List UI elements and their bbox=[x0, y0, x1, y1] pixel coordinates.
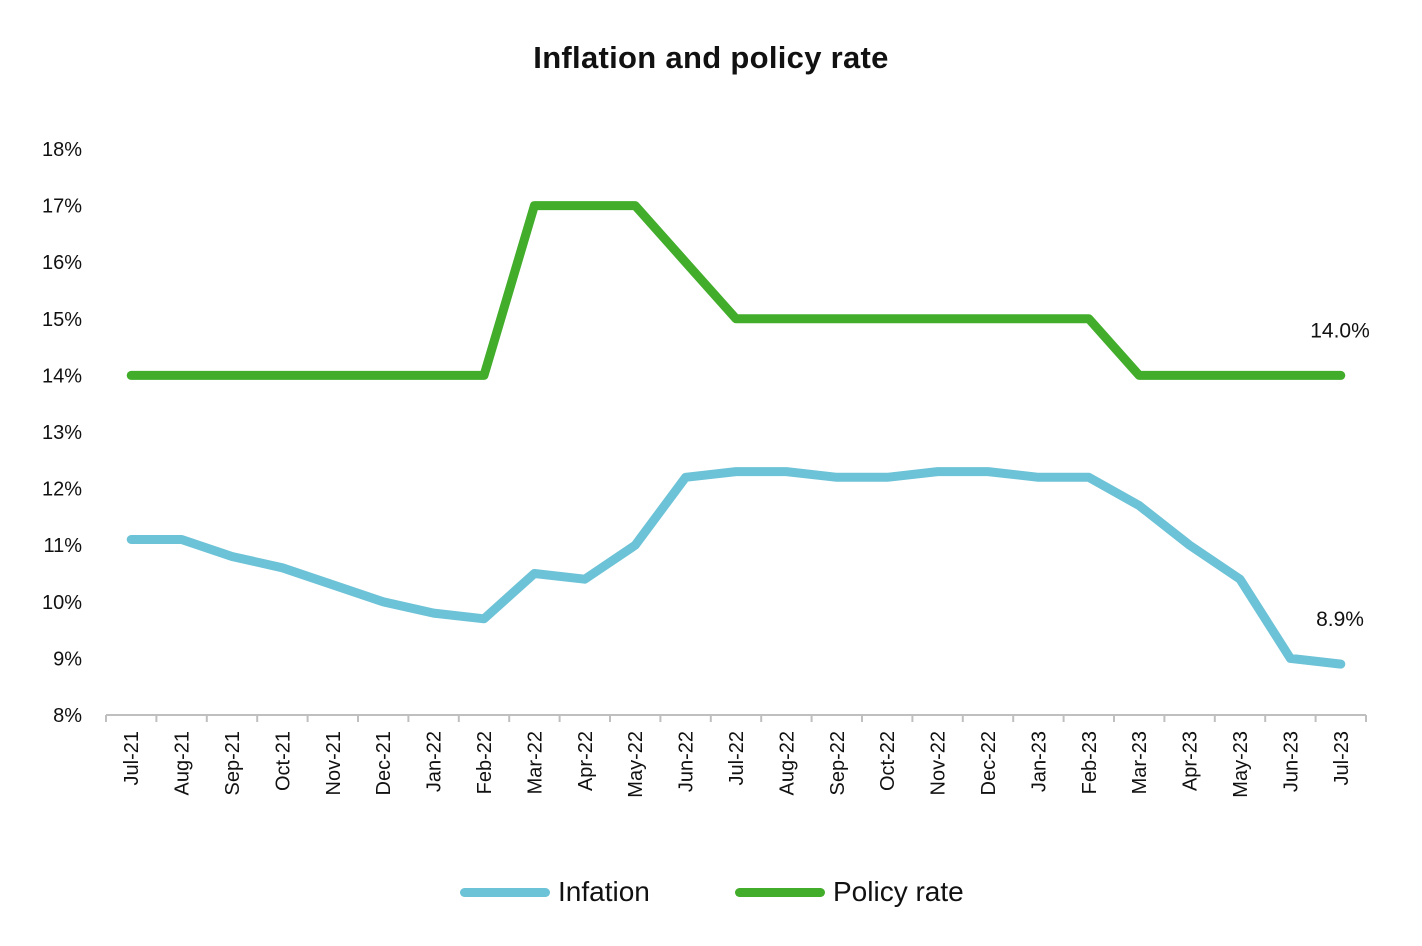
y-tick-label: 11% bbox=[43, 535, 82, 557]
x-tick-label: May-22 bbox=[625, 731, 647, 798]
x-tick-label: Feb-23 bbox=[1079, 731, 1101, 794]
y-tick-label: 12% bbox=[42, 479, 82, 501]
x-tick-label: Jun-23 bbox=[1280, 731, 1302, 792]
y-tick-label: 13% bbox=[42, 422, 82, 444]
x-tick-label: Oct-21 bbox=[272, 731, 294, 791]
inflation-end-label: 8.9% bbox=[1316, 608, 1364, 631]
x-tick-label: Apr-23 bbox=[1180, 731, 1202, 791]
x-tick-label: Jul-23 bbox=[1331, 731, 1353, 785]
x-tick-label: Aug-21 bbox=[172, 731, 194, 796]
legend-label-policy-rate: Policy rate bbox=[833, 876, 964, 907]
y-tick-label: 16% bbox=[42, 252, 82, 274]
x-tick-label: Jul-21 bbox=[121, 731, 143, 785]
x-tick-label: Jan-22 bbox=[424, 731, 446, 792]
x-tick-label: Oct-22 bbox=[877, 731, 899, 791]
end-labels: 8.9% 14.0% bbox=[1310, 319, 1370, 631]
x-tick-label: May-23 bbox=[1230, 731, 1252, 798]
x-tick-label: Jan-23 bbox=[1028, 731, 1050, 792]
x-tick-label: Jul-22 bbox=[726, 731, 748, 785]
chart-title: Inflation and policy rate bbox=[533, 40, 889, 75]
y-tick-label: 17% bbox=[42, 196, 82, 218]
legend-item-inflation: Infation bbox=[460, 870, 650, 914]
legend: Infation Policy rate bbox=[0, 870, 1422, 914]
x-tick-label: Dec-22 bbox=[978, 731, 1000, 795]
x-tick-label: Sep-22 bbox=[827, 731, 849, 796]
x-tick-label: Mar-23 bbox=[1129, 731, 1151, 794]
y-axis-ticks: 8% 9% 10% 11% 12% 13% 14% 15% 16% 17% 18% bbox=[42, 139, 82, 727]
x-tick-label: Feb-22 bbox=[474, 731, 496, 794]
legend-swatch-inflation bbox=[460, 887, 550, 897]
x-tick-label: Nov-22 bbox=[928, 731, 950, 795]
x-tick-label: Dec-21 bbox=[373, 731, 395, 795]
y-tick-label: 10% bbox=[42, 592, 82, 614]
inflation-line bbox=[126, 467, 1346, 669]
y-tick-label: 15% bbox=[42, 309, 82, 331]
x-axis: Jul-21 Aug-21 Sep-21 Oct-21 Nov-21 Dec-21 Jan-… bbox=[105, 714, 1367, 798]
legend-label-inflation: Infation bbox=[558, 876, 650, 907]
x-tick-label: Apr-22 bbox=[575, 731, 597, 791]
series-lines bbox=[126, 201, 1346, 669]
y-tick-label: 18% bbox=[42, 139, 82, 161]
x-tick-label: Jun-22 bbox=[676, 731, 698, 792]
x-tick-label: Sep-21 bbox=[222, 731, 244, 796]
x-tick-label: Aug-22 bbox=[776, 731, 798, 796]
y-tick-label: 14% bbox=[42, 365, 82, 387]
y-tick-label: 9% bbox=[53, 648, 82, 670]
x-tick-label: Mar-22 bbox=[524, 731, 546, 794]
policy-rate-line bbox=[126, 201, 1346, 380]
legend-item-policy-rate: Policy rate bbox=[735, 870, 964, 914]
x-tick-label: Nov-21 bbox=[323, 731, 345, 795]
legend-swatch-policy-rate bbox=[735, 887, 825, 897]
y-tick-label: 8% bbox=[53, 705, 82, 727]
policy-rate-end-label: 14.0% bbox=[1310, 319, 1370, 342]
